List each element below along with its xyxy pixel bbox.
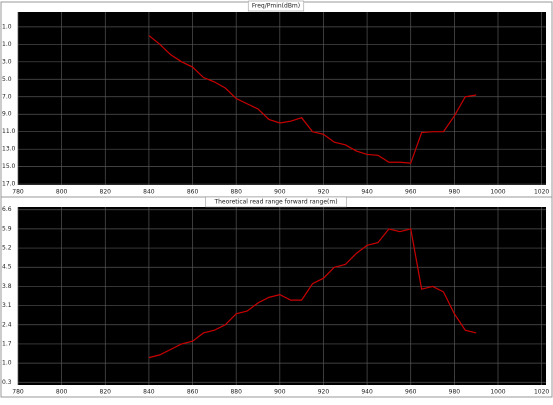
y-tick-label: 9.0 (2, 111, 12, 118)
y-tick-label: 15.0 (2, 163, 16, 170)
y-tick-label: 5.9 (2, 225, 12, 232)
y-tick-label: 17.0 (2, 181, 16, 188)
x-tick-label: 840 (143, 389, 155, 396)
x-tick-label: 1020 (534, 189, 549, 196)
y-tick-label: 13.0 (2, 146, 16, 153)
x-tick-label: 840 (143, 189, 155, 196)
y-tick-label: 5.0 (2, 76, 12, 83)
y-tick-label: 1.7 (2, 340, 12, 347)
title-box (247, 0, 305, 12)
x-tick-label: 940 (361, 189, 373, 196)
y-tick-label: 11.0 (2, 128, 16, 135)
y-tick-label: 1.0 (2, 23, 12, 30)
y-tick-label: 1.0 (2, 41, 12, 48)
y-tick-label: 3.8 (2, 283, 12, 290)
x-tick-label: 940 (361, 389, 373, 396)
x-tick-label: 960 (405, 189, 417, 196)
y-tick-label: 6.6 (2, 206, 12, 213)
y-tick-label: 4.5 (2, 264, 12, 271)
y-tick-label: 5.2 (2, 245, 12, 252)
x-tick-label: 800 (56, 389, 68, 396)
x-tick-label: 800 (56, 189, 68, 196)
x-tick-label: 780 (12, 189, 24, 196)
series-line (148, 35, 477, 164)
x-tick-label: 960 (405, 389, 417, 396)
y-tick-label: 7.0 (2, 93, 12, 100)
x-tick-label: 920 (318, 389, 330, 396)
plot-area (18, 12, 546, 185)
x-tick-label: 900 (274, 389, 286, 396)
x-tick-label: 780 (12, 389, 24, 396)
x-tick-label: 860 (187, 389, 199, 396)
y-tick-label: 3.0 (2, 58, 12, 65)
x-tick-label: 900 (274, 189, 286, 196)
x-tick-label: 880 (230, 389, 242, 396)
title-box (205, 196, 347, 208)
x-tick-label: 820 (100, 189, 112, 196)
x-tick-label: 1020 (534, 389, 549, 396)
chart-title: Freq/Pmin(dBm) (252, 3, 300, 10)
x-tick-label: 1000 (490, 389, 505, 396)
y-tick-label: 1.0 (2, 360, 12, 367)
y-tick-label: 0.3 (2, 379, 12, 386)
x-tick-label: 820 (100, 389, 112, 396)
x-tick-label: 980 (449, 189, 461, 196)
x-tick-label: 980 (449, 389, 461, 396)
x-tick-label: 860 (187, 189, 199, 196)
x-tick-label: 880 (230, 189, 242, 196)
chart-title: Theoretical read range forward range(m) (213, 199, 337, 206)
x-tick-label: 920 (318, 189, 330, 196)
series-line (148, 228, 477, 359)
x-tick-label: 1000 (490, 189, 505, 196)
y-tick-label: 2.4 (2, 321, 12, 328)
y-tick-label: 3.1 (2, 302, 12, 309)
